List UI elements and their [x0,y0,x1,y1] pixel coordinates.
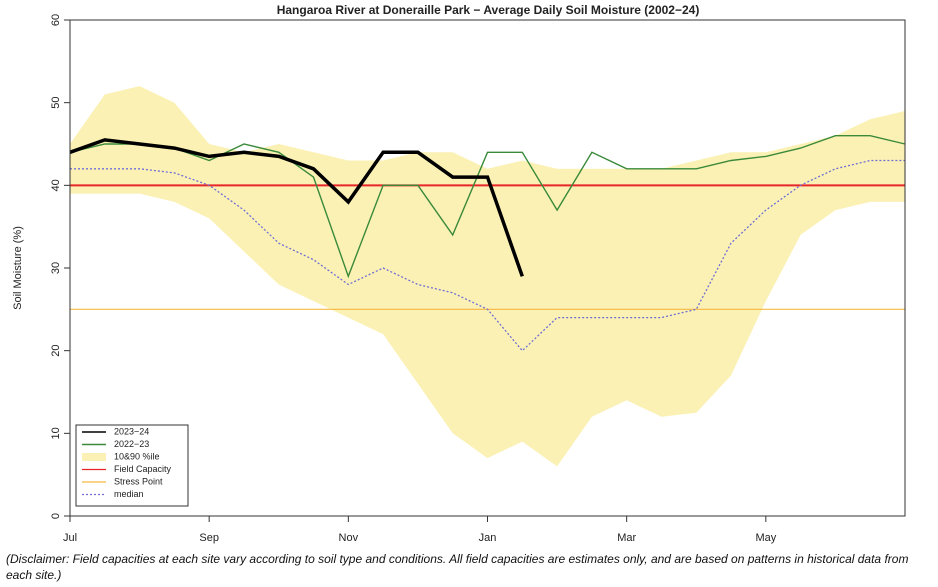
y-tick-label: 20 [50,345,62,357]
x-tick-label: Nov [339,532,359,544]
y-tick-label: 30 [50,262,62,274]
x-tick-label: Sep [199,532,219,544]
plot-frame [69,19,906,517]
y-axis-label: Soil Moisture (%) [12,226,24,310]
disclaimer: (Disclaimer: Field capacities at each si… [6,552,909,582]
y-tick-label: 40 [50,179,62,191]
legend-label: 2023−24 [114,426,149,436]
chart-title: Hangaroa River at Doneraille Park − Aver… [277,3,700,17]
legend-label: 2022−23 [114,439,149,449]
x-tick-label: Mar [617,532,636,544]
percentile-band [70,86,905,467]
y-tick-label: 60 [50,14,62,26]
legend-swatch [82,453,106,461]
legend-label: median [114,489,144,499]
y-tick-label: 0 [50,513,62,519]
x-tick-label: Jul [63,532,77,544]
legend-label: Stress Point [114,476,163,486]
legend-label: Field Capacity [114,464,172,474]
series-line [69,138,524,277]
series-line [70,159,905,352]
chart: Hangaroa River at Doneraille Park − Aver… [12,3,906,544]
x-tick-label: Jan [479,532,497,544]
y-tick-label: 50 [50,97,62,109]
x-tick-label: May [755,532,776,544]
y-tick-label: 10 [50,427,62,439]
legend-box [75,424,189,507]
series-line [69,135,906,279]
legend-label: 10&90 %ile [114,451,160,461]
